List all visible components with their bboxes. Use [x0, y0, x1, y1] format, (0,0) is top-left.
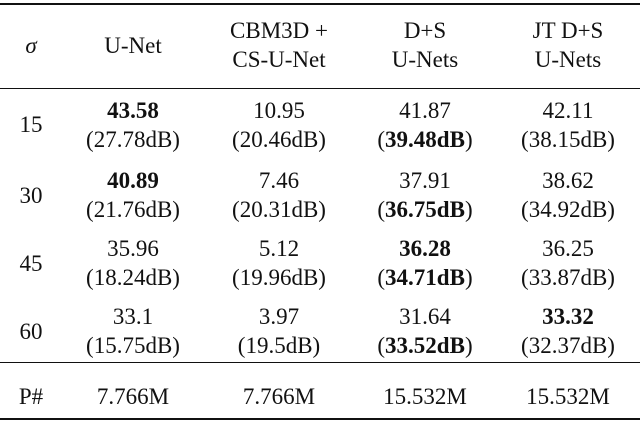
cbm3d-cell: 7.46 (20.31dB) — [232, 168, 326, 222]
jt-cell: 42.11 (38.15dB) — [521, 97, 615, 152]
sigma-cell: 15 — [19, 112, 43, 137]
header-ds-unets: D+S U-Nets — [391, 18, 459, 72]
params-rule — [0, 362, 640, 363]
ds-cell: 37.91 (36.75dB) — [377, 168, 473, 222]
unet-cell: 40.89 (21.76dB) — [86, 168, 180, 222]
jt-cell: 33.32 (32.37dB) — [521, 304, 615, 358]
bottom-rule — [0, 418, 640, 420]
unet-cell: 33.1 (15.75dB) — [86, 304, 180, 358]
params-label: P# — [18, 383, 44, 409]
header-sigma: σ — [25, 32, 37, 58]
header-rule — [0, 88, 640, 89]
cbm3d-cell: 5.12 (19.96dB) — [232, 236, 326, 290]
cbm3d-cell: 3.97 (19.5dB) — [237, 304, 321, 358]
header-jt-ds-unets: JT D+S U-Nets — [532, 18, 604, 72]
sigma-cell: 60 — [19, 318, 43, 344]
table-row: 30 40.89 (21.76dB) 7.46 (20.31dB) 37.91 … — [0, 161, 640, 229]
jt-cell: 36.25 (33.87dB) — [521, 236, 615, 290]
unet-cell: 43.58 (27.78dB) — [86, 97, 180, 152]
ds-cell: 41.87 (39.48dB) — [377, 97, 473, 152]
params-unet: 7.766M — [96, 383, 170, 409]
header-row: σ U-Net CBM3D + CS-U-Net D+S U-Nets JT D… — [0, 0, 640, 88]
jt-cell: 38.62 (34.92dB) — [521, 168, 615, 222]
ds-cell: 31.64 (33.52dB) — [377, 304, 473, 358]
top-rule — [0, 3, 640, 5]
params-row: P# 7.766M 7.766M 15.532M 15.532M — [0, 365, 640, 425]
params-jt: 15.532M — [526, 383, 610, 409]
table-row: 45 35.96 (18.24dB) 5.12 (19.96dB) 36.28 … — [0, 229, 640, 297]
ds-cell: 36.28 (34.71dB) — [377, 236, 473, 290]
header-cbm3d-cs-unet: CBM3D + CS-U-Net — [230, 18, 328, 72]
params-ds: 15.532M — [383, 383, 467, 409]
sigma-cell: 45 — [19, 250, 43, 276]
unet-cell: 35.96 (18.24dB) — [86, 236, 180, 290]
table-row: 15 43.58 (27.78dB) 10.95 (20.46dB) 41.87… — [0, 88, 640, 161]
params-cbm3d: 7.766M — [242, 383, 316, 409]
sigma-cell: 30 — [19, 182, 43, 208]
cbm3d-cell: 10.95 (20.46dB) — [232, 97, 326, 152]
header-unet: U-Net — [104, 32, 162, 58]
table-row: 60 33.1 (15.75dB) 3.97 (19.5dB) 31.64 (3… — [0, 297, 640, 365]
